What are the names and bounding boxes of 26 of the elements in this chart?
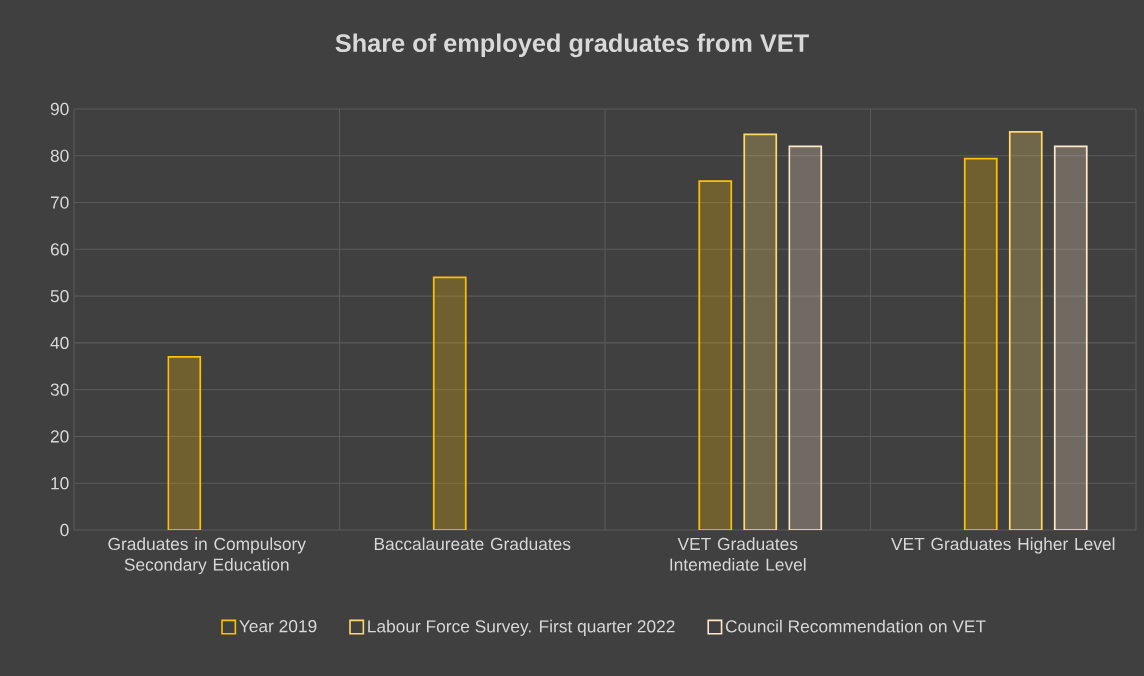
x-tick-label: Graduates in Compulsory Secondary Education bbox=[108, 537, 306, 575]
y-tick-label: 40 bbox=[50, 336, 69, 350]
bar bbox=[1053, 145, 1088, 530]
bar bbox=[963, 157, 998, 530]
y-tick-label: 50 bbox=[50, 289, 69, 303]
y-tick-label: 70 bbox=[50, 196, 69, 209]
bar bbox=[432, 276, 467, 530]
y-tick-label: 90 bbox=[50, 102, 69, 116]
y-tick-label: 0 bbox=[60, 523, 69, 537]
y-tick-label: 20 bbox=[50, 430, 69, 443]
bar bbox=[167, 356, 202, 530]
legend-label: Council Recommendation on VET bbox=[725, 619, 986, 633]
x-tick-label: VET Graduates Higher Level bbox=[891, 537, 1115, 554]
x-tick-label: Baccalaureate Graduates bbox=[374, 537, 571, 551]
y-tick-label: 10 bbox=[51, 477, 69, 490]
bar bbox=[1008, 131, 1043, 530]
x-tick-label: VET Graduates Intemediate Level bbox=[670, 537, 806, 571]
legend-label: Year 2019 bbox=[239, 620, 317, 633]
bar bbox=[698, 180, 733, 530]
y-tick-label: 30 bbox=[50, 383, 69, 396]
chart-title: Share of employed graduates from VET bbox=[335, 33, 809, 58]
bar bbox=[788, 145, 823, 530]
legend-label: Labour Force Survey. First quarter 2022 bbox=[368, 619, 675, 636]
bar bbox=[743, 133, 778, 530]
y-tick-label: 60 bbox=[50, 243, 69, 256]
y-tick-label: 80 bbox=[50, 149, 69, 162]
